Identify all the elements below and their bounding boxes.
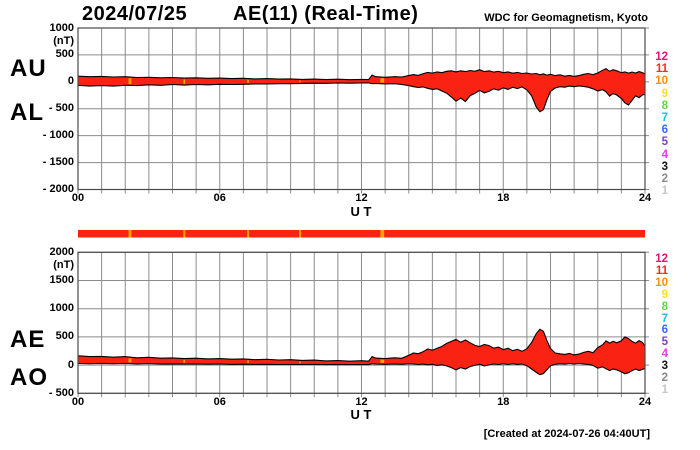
data-gap-mark (380, 359, 385, 364)
y-tick-label: - 500 (48, 386, 74, 399)
station-count-legend-item: 3 (661, 160, 668, 173)
availability-bar-gap (183, 230, 186, 238)
station-count-legend-item: 7 (661, 312, 668, 325)
y-tick-label: 500 (55, 330, 74, 343)
y-tick-label: 1000 (49, 21, 74, 34)
plot-frame (77, 27, 646, 191)
station-count-legend-item: 12 (655, 51, 668, 63)
x-tick-label: 24 (638, 395, 652, 408)
station-count-legend-item: 4 (661, 348, 668, 361)
x-tick-label: 18 (497, 192, 510, 204)
y-tick-label: 0 (67, 75, 74, 88)
au-al-band (78, 68, 645, 112)
station-count-legend-item: 5 (661, 336, 668, 349)
x-tick-label: 00 (71, 192, 85, 204)
series-label-ao: AO (10, 364, 48, 391)
data-gap-mark (128, 78, 132, 85)
x-axis-label-bottom: U T (350, 407, 372, 422)
y-tick-label: 500 (55, 48, 74, 61)
data-gap-mark (247, 79, 249, 83)
y-tick-label: 0 (67, 358, 74, 371)
series-label-au: AU (10, 55, 47, 82)
created-at-text: [Created at 2024-07-26 04:40UT] (483, 428, 650, 440)
upper-envelope-outline (77, 328, 646, 362)
data-gap-mark (183, 359, 186, 363)
series-label-ae: AE (10, 326, 46, 353)
data-gap-mark (299, 80, 301, 83)
station-count-legend-item: 2 (661, 173, 668, 185)
plot-frame (77, 251, 646, 394)
station-count-legend-item: 9 (661, 288, 668, 301)
station-count-legend-item: 12 (655, 253, 668, 265)
station-count-legend-item: 5 (661, 136, 668, 149)
station-count-legend-item: 1 (661, 185, 668, 198)
station-count-legend-item: 8 (661, 99, 668, 112)
x-tick-label: 12 (355, 192, 368, 204)
station-count-legend-item: 3 (661, 360, 668, 373)
station-count-legend-item: 6 (661, 124, 668, 137)
x-tick-label: 06 (213, 395, 226, 408)
data-gap-mark (299, 361, 301, 364)
data-gap-mark (128, 358, 132, 363)
station-count-legend-item: 1 (661, 383, 668, 396)
y-tick-label: - 500 (48, 102, 74, 115)
y-tick-label: - 1000 (42, 129, 74, 142)
x-tick-label: 00 (71, 395, 85, 408)
station-count-legend-item: 8 (661, 300, 668, 313)
data-gap-mark (247, 360, 249, 364)
station-count-legend-item: 11 (655, 63, 668, 76)
x-tick-label: 12 (355, 395, 368, 408)
data-gap-mark (183, 79, 186, 84)
upper-envelope-outline (77, 67, 646, 81)
availability-bar (78, 230, 645, 238)
station-count-legend-item: 10 (655, 75, 668, 88)
station-count-legend-item: 10 (655, 276, 668, 289)
plot-title: AE(11) (Real-Time) (233, 3, 419, 25)
data-gap-mark (380, 78, 385, 83)
x-tick-label: 06 (213, 192, 226, 204)
availability-bar-gap (380, 230, 385, 238)
station-count-legend-item: 7 (661, 112, 668, 124)
y-tick-label: 1000 (49, 302, 74, 315)
y-axis-unit: (nT) (53, 35, 74, 47)
x-tick-label: 18 (497, 395, 510, 408)
station-count-legend-item: 9 (661, 87, 668, 100)
y-tick-label: - 1500 (42, 156, 74, 169)
availability-bar-gap (299, 230, 302, 238)
series-label-al: AL (10, 99, 44, 126)
y-tick-label: 1500 (49, 274, 74, 286)
y-tick-label: - 2000 (42, 183, 74, 195)
lower-envelope-outline (77, 362, 646, 376)
plot-date: 2024/07/25 (82, 3, 188, 25)
station-count-legend-item: 11 (655, 264, 668, 277)
station-count-legend-item: 4 (661, 148, 668, 161)
x-axis-label-top: U T (350, 204, 372, 219)
station-count-legend-item: 2 (661, 372, 668, 384)
y-axis-unit: (nT) (53, 259, 74, 272)
lower-envelope-outline (77, 82, 646, 113)
plot-source: WDC for Geomagnetism, Kyoto (484, 12, 648, 24)
availability-bar-gap (247, 230, 250, 238)
y-tick-label: 2000 (49, 245, 74, 258)
availability-bar-gap (128, 230, 132, 238)
station-count-legend-item: 6 (661, 324, 668, 337)
x-tick-label: 24 (638, 192, 652, 204)
